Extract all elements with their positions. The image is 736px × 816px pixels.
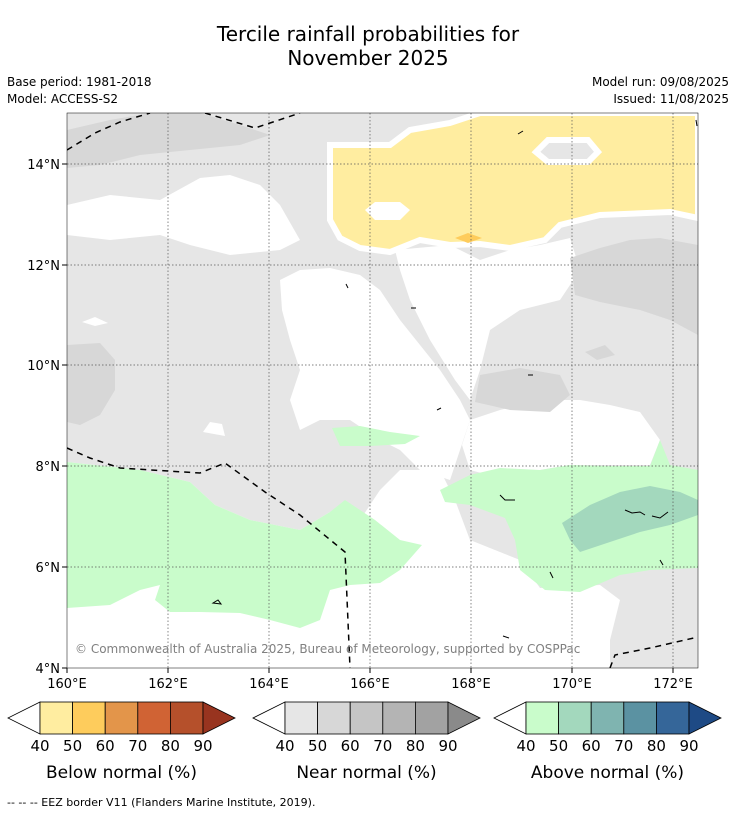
map-frame (66, 112, 699, 669)
title-line-2: November 2025 (287, 46, 449, 70)
tick-marks (62, 163, 674, 673)
below-normal-legend-tick: 70 (128, 737, 147, 755)
near-normal-legend-tick: 40 (275, 737, 294, 755)
below-normal-hole-1 (365, 202, 410, 220)
above-normal-50-patch (562, 486, 698, 552)
near-normal-50-patch-4 (585, 345, 615, 360)
lat-tick-6: 6°N (36, 561, 61, 576)
eez-borders (67, 113, 698, 668)
meta-left: Base period: 1981-2018 Model: ACCESS-S2 (7, 74, 152, 108)
below-normal-legend-tick: 40 (30, 737, 49, 755)
above-normal-legend-tick: 50 (549, 737, 568, 755)
white-patch-6 (82, 317, 108, 326)
below-normal-legend-tick: 60 (96, 737, 115, 755)
above-normal-legend-swatch (558, 701, 592, 735)
above-normal-region-west (67, 462, 422, 628)
near-normal-50-patch-2 (475, 368, 570, 412)
below-normal-legend-label: Below normal (%) (46, 763, 197, 783)
model-name: Model: ACCESS-S2 (7, 92, 119, 106)
below-normal-region (327, 113, 698, 256)
near-normal-50-patch-3 (570, 238, 698, 335)
lon-tick-172: 172°E (653, 677, 693, 692)
near-normal-legend-tick: 80 (406, 737, 425, 755)
near-normal-legend-swatch (382, 701, 416, 735)
white-patch-1 (67, 175, 300, 255)
below-normal-legend-swatch (169, 701, 204, 735)
below-normal-50-patch (455, 233, 482, 243)
above-normal-legend-swatch (525, 701, 559, 735)
above-normal-legend-swatch (656, 701, 690, 735)
near-normal-legend-tick: 70 (373, 737, 392, 755)
near-normal-legend-swatch (349, 701, 384, 735)
near-normal-legend-swatch (414, 701, 449, 735)
near-normal-legend-tick: 60 (341, 737, 360, 755)
near-normal-50-patch-1 (67, 343, 115, 425)
lon-tick-166: 166°E (350, 677, 390, 692)
legends: 40 50 60 70 80 90 Below normal (%) 40 50 60 70 80 90… (7, 701, 722, 783)
lat-tick-12: 12°N (27, 259, 60, 274)
lon-axis: 160°E 162°E 164°E 166°E 168°E 170°E 172°… (47, 677, 693, 692)
lat-tick-10: 10°N (27, 359, 60, 374)
near-normal-legend-high-arrow (447, 701, 481, 735)
above-normal-legend-label: Above normal (%) (531, 763, 684, 783)
lon-tick-170: 170°E (552, 677, 592, 692)
meta-right: Model run: 09/08/2025 Issued: 11/08/2025 (592, 74, 729, 108)
eez-footnote: -- -- -- EEZ border V11 (Flanders Marine… (7, 796, 316, 809)
lon-tick-164: 164°E (249, 677, 289, 692)
map-area: © Commonwealth of Australia 2025, Bureau… (67, 113, 698, 668)
lon-tick-162: 162°E (148, 677, 188, 692)
near-normal-50-patch-5 (67, 113, 270, 168)
islands (211, 119, 698, 639)
below-normal-legend: 40 50 60 70 80 90 Below normal (%) (7, 701, 236, 783)
below-normal-legend-high-arrow (202, 701, 236, 735)
white-patch-3 (395, 238, 580, 400)
below-normal-legend-swatch (72, 701, 106, 735)
above-normal-legend-low-arrow (493, 701, 527, 735)
white-patch-2 (280, 268, 470, 480)
above-normal-legend-tick: 40 (516, 737, 535, 755)
above-normal-legend-tick: 80 (647, 737, 666, 755)
gridlines (67, 113, 698, 668)
title-line-1: Tercile rainfall probabilities for (216, 22, 520, 46)
near-normal-legend-tick: 50 (308, 737, 327, 755)
below-normal-hole-2 (531, 137, 603, 165)
above-normal-legend-swatch (623, 701, 657, 735)
copyright-text: © Commonwealth of Australia 2025, Bureau… (75, 642, 580, 656)
below-normal-legend-swatch (137, 701, 171, 735)
lat-tick-14: 14°N (27, 158, 60, 173)
lon-tick-168: 168°E (451, 677, 491, 692)
near-normal-legend-swatch (284, 701, 318, 735)
below-normal-legend-tick: 50 (63, 737, 82, 755)
base-period: Base period: 1981-2018 (7, 75, 152, 89)
below-normal-legend-swatch (104, 701, 139, 735)
above-normal-legend-swatch (590, 701, 625, 735)
above-normal-legend-tick: 90 (679, 737, 698, 755)
below-normal-legend-tick: 90 (193, 737, 212, 755)
below-normal-legend-tick: 80 (161, 737, 180, 755)
below-normal-legend-swatch (39, 701, 73, 735)
lat-axis: 14°N 12°N 10°N 8°N 6°N 4°N (27, 158, 60, 677)
above-normal-legend-tick: 70 (614, 737, 633, 755)
near-normal-legend-tick: 90 (438, 737, 457, 755)
above-normal-legend: 40 50 60 70 80 90 Above normal (%) (493, 701, 722, 783)
lat-tick-4: 4°N (36, 662, 61, 677)
above-normal-region-east (440, 440, 698, 592)
above-normal-legend-high-arrow (688, 701, 722, 735)
lat-tick-8: 8°N (36, 460, 61, 475)
model-run: Model run: 09/08/2025 (591, 75, 729, 89)
above-normal-legend-tick: 60 (582, 737, 601, 755)
near-normal-legend-swatch (317, 701, 351, 735)
white-patch-4 (462, 400, 660, 478)
map-title: Tercile rainfall probabilities for Novem… (0, 22, 736, 70)
near-normal-legend-label: Near normal (%) (296, 763, 436, 783)
near-normal-legend-low-arrow (252, 701, 286, 735)
lon-tick-160: 160°E (47, 677, 87, 692)
below-normal-legend-low-arrow (7, 701, 41, 735)
white-patch-5 (203, 422, 225, 436)
above-normal-region-mid (332, 426, 420, 446)
issued-date: Issued: 11/08/2025 (613, 92, 729, 106)
